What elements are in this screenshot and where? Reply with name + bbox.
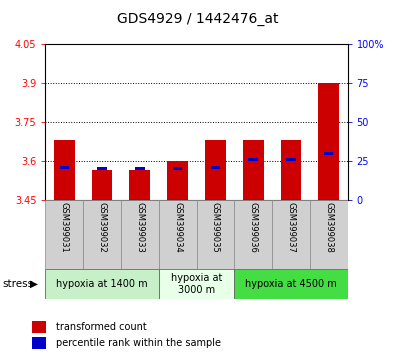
Bar (243, 140, 263, 200)
Bar (98, 167, 107, 170)
Text: hypoxia at 1400 m: hypoxia at 1400 m (56, 279, 148, 289)
Bar (32, 321, 45, 333)
Bar (286, 158, 295, 161)
Text: GSM399036: GSM399036 (249, 202, 258, 253)
Bar (310, 200, 348, 269)
Text: stress: stress (2, 279, 33, 289)
Bar (135, 167, 145, 170)
Bar (248, 158, 258, 161)
Text: GSM399032: GSM399032 (98, 202, 107, 253)
Bar (318, 83, 339, 200)
Bar (280, 140, 301, 200)
Bar (60, 166, 69, 169)
Text: GSM399038: GSM399038 (324, 202, 333, 253)
Text: GSM399035: GSM399035 (211, 202, 220, 253)
Bar (272, 200, 310, 269)
Text: GSM399031: GSM399031 (60, 202, 69, 253)
Bar (92, 170, 113, 200)
Text: percentile rank within the sample: percentile rank within the sample (56, 338, 221, 348)
Bar (205, 140, 226, 200)
Bar (121, 200, 159, 269)
Bar (211, 166, 220, 169)
Bar (173, 167, 182, 170)
Bar (234, 200, 272, 269)
Text: hypoxia at
3000 m: hypoxia at 3000 m (171, 273, 222, 295)
Bar (159, 200, 197, 269)
Bar (45, 269, 159, 299)
Bar (159, 269, 234, 299)
Bar (130, 170, 150, 200)
Text: GSM399034: GSM399034 (173, 202, 182, 253)
Bar (234, 269, 348, 299)
Bar (324, 152, 333, 155)
Bar (83, 200, 121, 269)
Text: ▶: ▶ (30, 279, 38, 289)
Text: hypoxia at 4500 m: hypoxia at 4500 m (245, 279, 337, 289)
Bar (54, 140, 75, 200)
Text: GSM399037: GSM399037 (286, 202, 295, 253)
Text: transformed count: transformed count (56, 322, 147, 332)
Bar (32, 337, 45, 349)
Text: GSM399033: GSM399033 (135, 202, 144, 253)
Text: GDS4929 / 1442476_at: GDS4929 / 1442476_at (117, 12, 278, 27)
Bar (167, 161, 188, 200)
Bar (197, 200, 234, 269)
Bar (45, 200, 83, 269)
